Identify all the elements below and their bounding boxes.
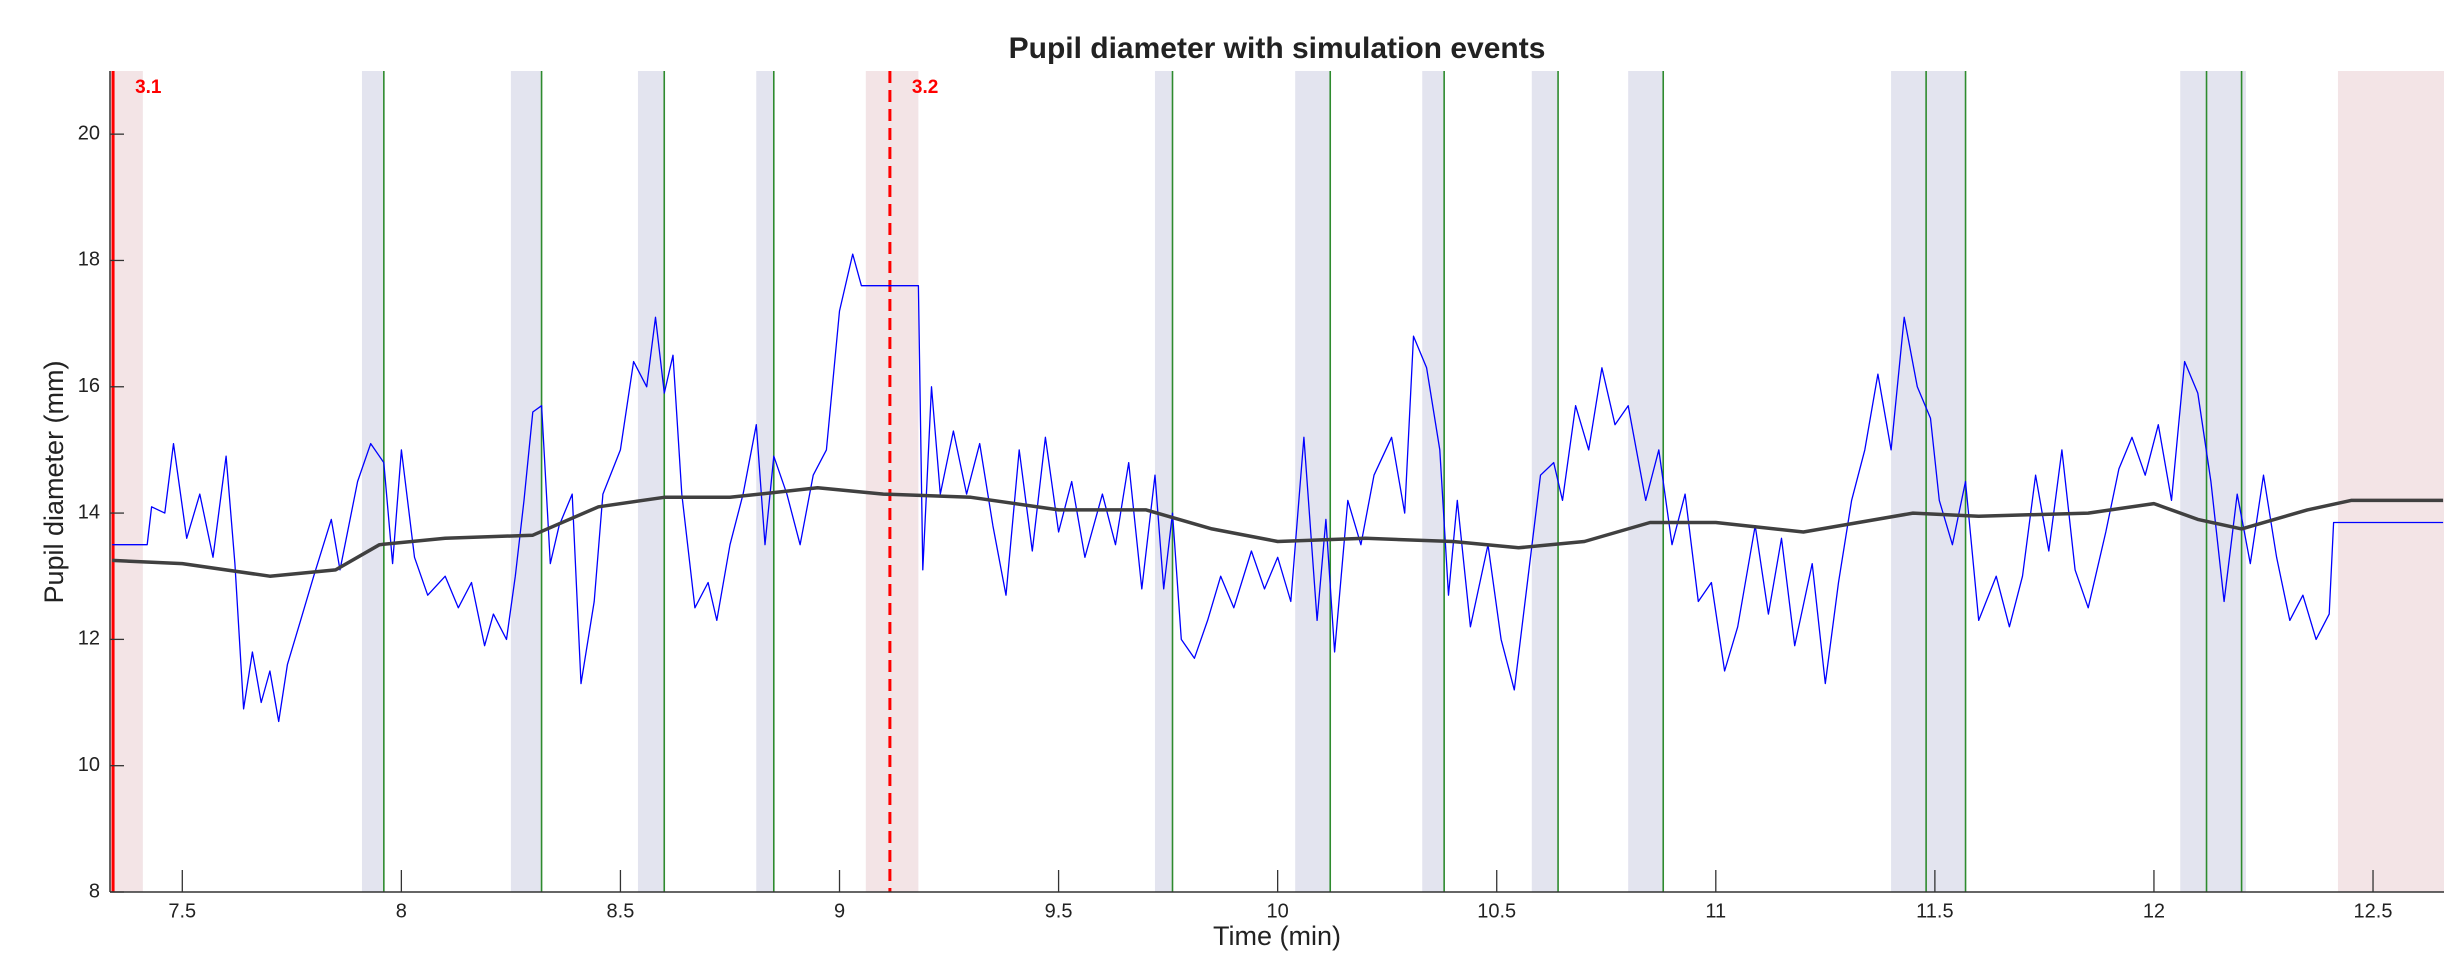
x-tick-label: 9 (834, 900, 845, 922)
x-tick-label: 10.5 (1477, 900, 1516, 922)
x-tick-label: 9.5 (1045, 900, 1073, 922)
y-tick-label: 20 (78, 122, 100, 144)
shaded-region (756, 71, 774, 892)
y-axis-label: Pupil diameter (mm) (39, 360, 69, 603)
shaded-region (1628, 71, 1664, 892)
chart-title: Pupil diameter with simulation events (1009, 32, 1546, 65)
x-tick-label: 8 (396, 900, 407, 922)
shaded-region (1154, 71, 1173, 892)
shaded-region (110, 71, 143, 892)
event-label: 3.1 (135, 77, 162, 98)
x-axis-label: Time (min) (1213, 921, 1341, 951)
y-tick-label: 16 (78, 375, 100, 397)
y-tick-label: 8 (89, 880, 100, 902)
y-tick-label: 10 (78, 754, 100, 776)
event-label: 3.2 (912, 77, 938, 98)
y-tick-label: 14 (78, 501, 100, 523)
x-tick-label: 10 (1267, 900, 1289, 922)
shaded-region (1531, 71, 1559, 892)
x-tick-label: 11 (1705, 900, 1726, 922)
shaded-region (361, 71, 384, 892)
y-tick-label: 18 (78, 249, 100, 271)
x-tick-label: 12 (2143, 900, 2165, 922)
shaded-region (865, 71, 919, 892)
x-tick-label: 7.5 (168, 900, 196, 922)
x-tick-label: 8.5 (607, 900, 635, 922)
shaded-region (637, 71, 665, 892)
y-tick-label: 12 (78, 628, 100, 650)
shaded-region (1891, 71, 1966, 892)
data-line (112, 486, 2444, 578)
x-tick-label: 12.5 (2354, 900, 2393, 922)
shaded-region (1422, 71, 1445, 892)
shaded-region (2180, 71, 2246, 892)
x-tick-label: 11.5 (1916, 900, 1953, 922)
data-line (112, 253, 2444, 723)
shaded-region (2337, 71, 2444, 892)
